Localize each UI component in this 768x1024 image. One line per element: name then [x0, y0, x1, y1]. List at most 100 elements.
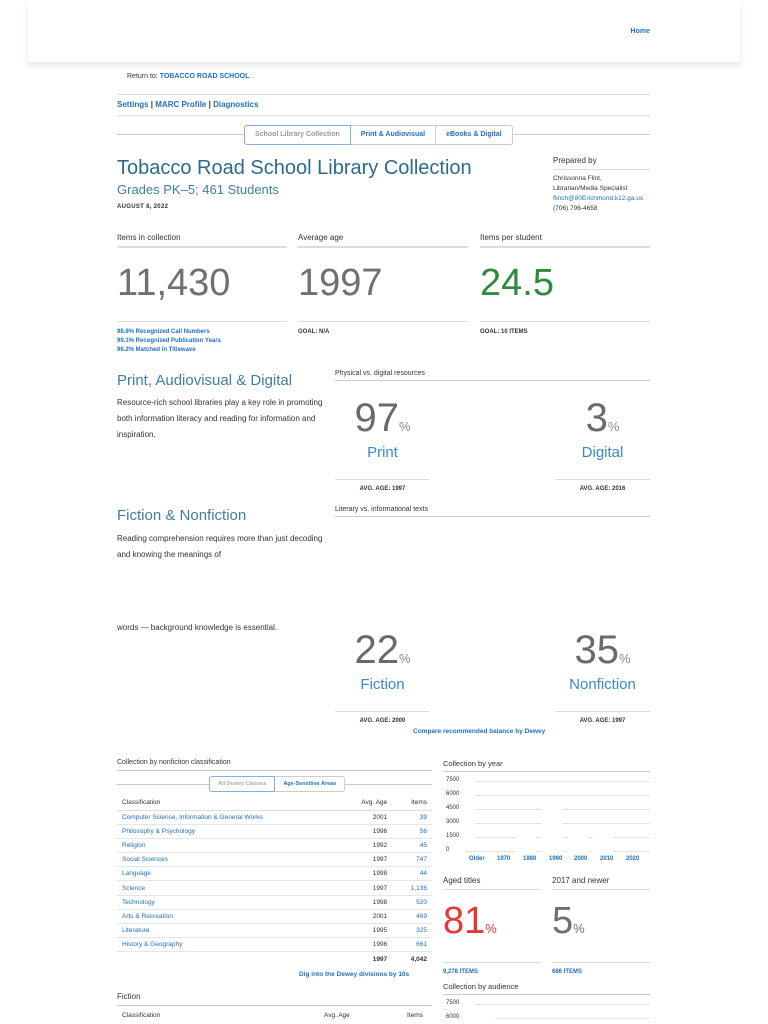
- bar-1990[interactable]: [542, 807, 562, 853]
- avg-age: 1996: [337, 937, 393, 953]
- class-link[interactable]: Arts & Recreation: [122, 912, 173, 920]
- tab-print-audiovisual[interactable]: Print & Audiovisual: [350, 125, 437, 145]
- items-link[interactable]: 661: [416, 941, 427, 949]
- literary-informational-label: Literary vs. informational texts: [335, 506, 650, 517]
- page-subtitle: Grades PK–5; 461 Students: [117, 182, 279, 197]
- kpi-items-in-collection: Items in collection 11,430 98.8% Recogni…: [117, 233, 287, 355]
- diagnostics-link[interactable]: Diagnostics: [213, 100, 259, 109]
- avg-age: 1998: [337, 866, 393, 882]
- aged-label: Aged titles: [443, 876, 541, 890]
- aged-titles-card: Aged titles 81% 9,278 ITEMS: [443, 876, 541, 975]
- items-link[interactable]: 1,136: [410, 884, 427, 892]
- print-percent-card: 97% Print AVG. AGE: 1997: [335, 398, 430, 492]
- aged-items-link[interactable]: 9,278 ITEMS: [443, 962, 541, 975]
- x-label: 1980: [523, 856, 537, 862]
- class-link[interactable]: Computer Science, Information & General …: [122, 813, 263, 821]
- avg-age: 2001: [337, 810, 393, 825]
- preparer-role: Librarian/Media Specialist: [553, 185, 628, 192]
- class-link[interactable]: History & Geography: [122, 941, 183, 949]
- avg-age: 1997: [337, 880, 393, 896]
- class-link[interactable]: Religion: [122, 841, 146, 849]
- preparer-email-link[interactable]: flinch@80Erichmond.k12.ga.us: [553, 195, 644, 202]
- bar-1980[interactable]: [516, 837, 536, 853]
- items-link[interactable]: 747: [416, 856, 427, 864]
- fiction-section-body: Reading comprehension requires more than…: [117, 534, 323, 559]
- y-tick: 6000: [446, 1014, 460, 1020]
- print-label: Print: [367, 444, 398, 461]
- tab-age-sensitive-areas[interactable]: Age-Sensitive Areas: [275, 776, 346, 792]
- table-row: History & Geography 1996 661: [117, 937, 432, 953]
- prepared-by-heading: Prepared by: [553, 155, 650, 170]
- nonfiction-percent: 35%: [574, 628, 631, 672]
- nonfiction-label: Nonfiction: [569, 676, 636, 693]
- class-link[interactable]: Literature: [122, 927, 150, 935]
- collection-by-audience-heading: Collection by audience: [443, 982, 650, 995]
- newer-titles-card: 2017 and newer 5% 686 ITEMS: [552, 876, 650, 975]
- items-link[interactable]: 469: [416, 912, 427, 920]
- top-nav-bar: Home: [28, 0, 740, 63]
- recognized-call-numbers-link[interactable]: 98.8% Recognized Call Numbers: [117, 329, 210, 335]
- class-link[interactable]: Philosophy & Psychology: [122, 827, 195, 835]
- y-tick: 0: [446, 847, 450, 853]
- y-tick: 1500: [446, 833, 460, 839]
- tab-school-library-collection[interactable]: School Library Collection: [244, 125, 351, 145]
- items-link[interactable]: 56: [419, 827, 427, 835]
- dig-dewey-divisions-link[interactable]: Dig into the Dewey divisions by 10s: [299, 971, 410, 978]
- physical-digital-label: Physical vs. digital resources: [335, 370, 650, 381]
- y-tick: 7500: [446, 1000, 460, 1006]
- items-link[interactable]: 45: [419, 841, 427, 849]
- avg-age: 2001: [337, 909, 393, 925]
- items-link[interactable]: 325: [416, 927, 427, 935]
- x-label: 1990: [549, 856, 563, 862]
- prepared-by: Prepared by Chrissonna Flint, Librarian/…: [553, 155, 650, 214]
- x-label: Older: [469, 856, 485, 862]
- settings-bar: Settings | MARC Profile | Diagnostics: [117, 94, 650, 116]
- return-prefix: Return to:: [127, 73, 158, 80]
- kpi-average-age: Average age 1997 GOAL: N/A: [298, 233, 468, 337]
- recognized-pub-years-link[interactable]: 99.1% Recognized Publication Years: [117, 338, 221, 344]
- items-link[interactable]: 520: [416, 898, 427, 906]
- col-items: Items: [392, 796, 432, 811]
- report-date: AUGUST 8, 2022: [117, 204, 169, 210]
- table-row: Computer Science, Information & General …: [117, 810, 432, 825]
- class-link[interactable]: Social Sciences: [122, 856, 168, 864]
- x-label: 2000: [574, 856, 588, 862]
- return-link-row: Return to: TOBACCO ROAD SCHOOL: [127, 73, 249, 80]
- y-tick: 6000: [446, 791, 460, 797]
- kpi-value: 1997: [298, 262, 383, 304]
- matched-titlewave-link[interactable]: 96.2% Matched in Titlewave: [117, 347, 196, 353]
- return-school-link[interactable]: TOBACCO ROAD SCHOOL: [159, 73, 250, 80]
- home-link[interactable]: Home: [630, 28, 650, 35]
- x-label: 2010: [600, 856, 614, 862]
- class-link[interactable]: Language: [122, 870, 151, 878]
- collection-by-audience-chart: 7500 6000: [443, 998, 650, 1024]
- table-row: Technology 1998 520: [117, 895, 432, 910]
- print-section-body: Resource-rich school libraries play a ke…: [117, 398, 323, 439]
- avg-age: 1997: [337, 852, 393, 868]
- newer-percent: 5%: [552, 900, 585, 942]
- items-link[interactable]: 39: [419, 813, 427, 821]
- table-row: Philosophy & Psychology 1996 56: [117, 824, 432, 839]
- compare-dewey-link[interactable]: Compare recommended balance by Dewey: [413, 728, 546, 735]
- kpi-label: Average age: [298, 233, 468, 248]
- digital-percent: 3%: [585, 396, 620, 440]
- tab-ebooks-digital[interactable]: eBooks & Digital: [436, 125, 513, 145]
- print-percent: 97%: [354, 396, 411, 440]
- marc-profile-link[interactable]: MARC Profile: [155, 100, 207, 109]
- settings-link[interactable]: Settings: [117, 100, 149, 109]
- bar-2010[interactable]: [593, 837, 613, 853]
- kpi-notes: 98.8% Recognized Call Numbers 99.1% Reco…: [117, 321, 287, 355]
- newer-items-link[interactable]: 686 ITEMS: [552, 962, 650, 975]
- dewey-subtabs: All Dewey Classes Age-Sensitive Areas: [209, 776, 346, 792]
- fiction-percent-card: 22% Fiction AVG. AGE: 2000: [335, 630, 430, 724]
- class-link[interactable]: Technology: [122, 898, 155, 906]
- tab-all-dewey-classes[interactable]: All Dewey Classes: [209, 776, 276, 792]
- digital-percent-card: 3% Digital AVG. AGE: 2016: [555, 398, 650, 492]
- table-row: Literature 1995 325: [117, 923, 432, 939]
- table-row: Language 1998 44: [117, 866, 432, 882]
- class-link[interactable]: Science: [122, 884, 146, 892]
- separator: |: [206, 100, 214, 109]
- bar-2000[interactable]: [568, 837, 588, 853]
- newer-label: 2017 and newer: [552, 876, 650, 890]
- items-link[interactable]: 44: [419, 870, 427, 878]
